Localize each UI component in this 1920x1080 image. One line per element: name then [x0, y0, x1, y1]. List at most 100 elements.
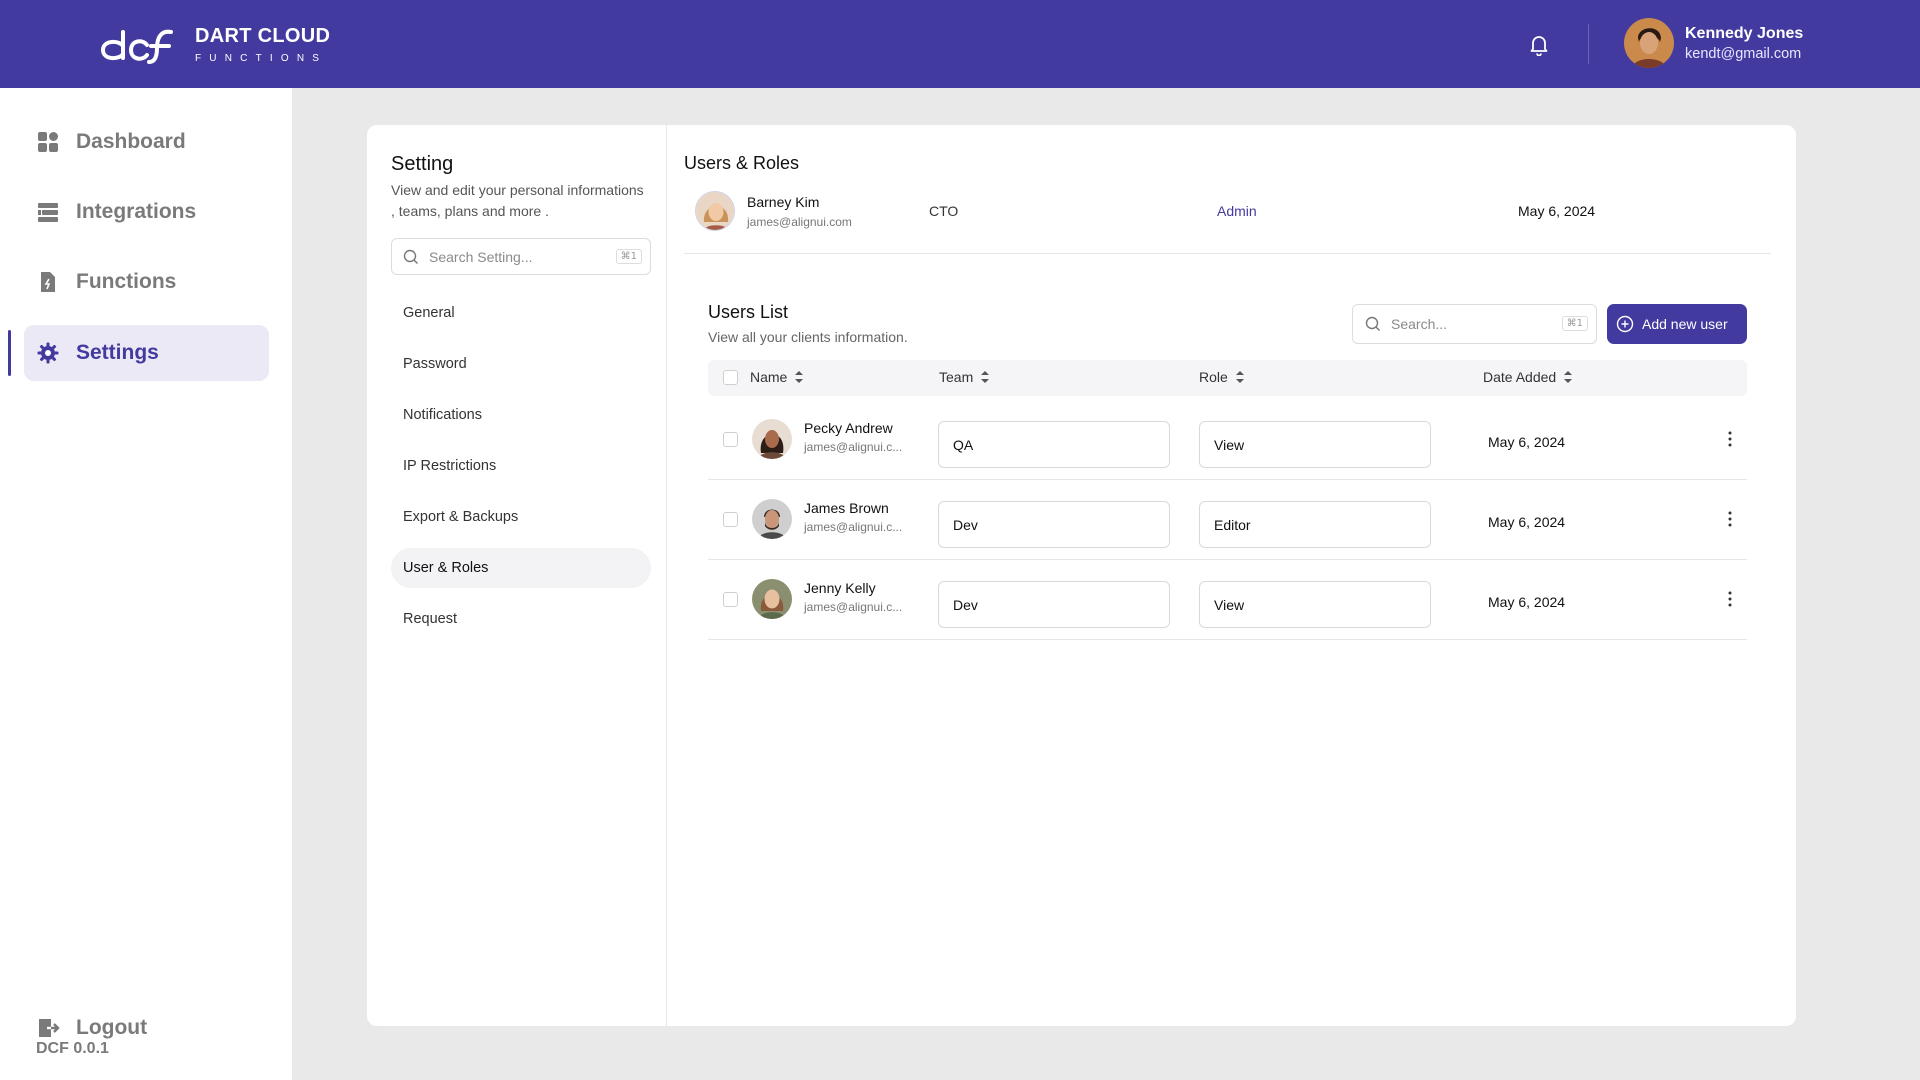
app-version: DCF 0.0.1	[36, 1040, 109, 1057]
row-checkbox[interactable]	[723, 432, 738, 447]
team-select[interactable]: Dev	[938, 501, 1170, 548]
users-search-input[interactable]	[1391, 316, 1551, 332]
sidebar-item-label: Settings	[76, 341, 159, 364]
row-checkbox[interactable]	[723, 592, 738, 607]
brand-subtitle: FUNCTIONS	[195, 52, 328, 64]
settings-menu-general[interactable]: General	[403, 305, 455, 321]
sort-icon	[795, 371, 804, 383]
column-header-label: Date Added	[1483, 369, 1557, 385]
date-added: May 6, 2024	[1488, 514, 1566, 530]
column-header-label: Team	[939, 369, 974, 385]
sidebar-item-label: Functions	[76, 270, 177, 293]
add-new-user-label: Add new user	[1642, 316, 1728, 332]
team-select[interactable]: Dev	[938, 581, 1170, 628]
sidebar-item-settings[interactable]: Settings	[24, 325, 269, 381]
user-email: james@alignui.c...	[804, 440, 903, 454]
team-select[interactable]: QA	[938, 421, 1170, 468]
brand-logo[interactable]: DART CLOUD FUNCTIONS	[99, 24, 330, 66]
role-select[interactable]: Editor	[1199, 501, 1431, 548]
avatar	[695, 191, 735, 231]
owner-date: May 6, 2024	[1518, 203, 1596, 219]
logout-label: Logout	[76, 1016, 148, 1039]
user-name: Kennedy Jones	[1685, 25, 1804, 42]
settings-card: Setting View and edit your personal info…	[367, 125, 1796, 1026]
sidebar-item-integrations[interactable]: Integrations	[24, 184, 269, 240]
settings-search-input[interactable]	[429, 248, 609, 265]
user-email: kendt@gmail.com	[1685, 46, 1802, 62]
select-all-checkbox[interactable]	[723, 370, 738, 385]
dashboard-icon	[38, 132, 58, 152]
table-row: Pecky Andrew james@alignui.c... QA View …	[708, 400, 1747, 480]
settings-menu-notifications[interactable]: Notifications	[403, 407, 482, 423]
active-nav-indicator	[8, 330, 11, 376]
owner-row: Barney Kim james@alignui.com CTO Admin M…	[684, 191, 1771, 254]
avatar	[752, 579, 792, 619]
plus-circle-icon	[1616, 315, 1634, 333]
sidebar-item-label: Dashboard	[76, 130, 186, 153]
integrations-icon	[38, 203, 58, 222]
avatar	[752, 419, 792, 459]
owner-email: james@alignui.com	[747, 215, 852, 229]
settings-search-box[interactable]: ⌘1	[391, 238, 651, 275]
add-new-user-button[interactable]: Add new user	[1607, 304, 1747, 344]
users-roles-title: Users & Roles	[684, 153, 800, 173]
column-header-label: Name	[750, 369, 788, 385]
table-row: Jenny Kelly james@alignui.c... Dev View …	[708, 560, 1747, 640]
role-select[interactable]: View	[1199, 421, 1431, 468]
sidebar: Dashboard Integrations Functions	[0, 88, 292, 1080]
user-name: Pecky Andrew	[804, 420, 893, 436]
role-select[interactable]: View	[1199, 581, 1431, 628]
sort-icon	[981, 371, 990, 383]
owner-name: Barney Kim	[747, 194, 820, 210]
top-header: DART CLOUD FUNCTIONS Kennedy Jones kendt…	[0, 0, 1920, 88]
settings-menu-user-roles[interactable]: User & Roles	[391, 548, 651, 588]
more-options-icon[interactable]	[1726, 509, 1734, 529]
settings-title: Setting	[391, 153, 454, 175]
settings-menu-ip-restrictions[interactable]: IP Restrictions	[403, 458, 497, 474]
column-header-name[interactable]: Name	[750, 369, 804, 385]
sidebar-item-dashboard[interactable]: Dashboard	[24, 114, 269, 170]
settings-menu-password[interactable]: Password	[403, 356, 467, 372]
column-header-team[interactable]: Team	[939, 369, 990, 385]
sort-icon	[1235, 371, 1244, 383]
user-email: james@alignui.c...	[804, 520, 903, 534]
date-added: May 6, 2024	[1488, 594, 1566, 610]
logout-icon	[39, 1019, 60, 1037]
owner-job-title: CTO	[929, 203, 959, 219]
users-search-box[interactable]: ⌘1	[1352, 304, 1597, 344]
users-roles-panel: Users & Roles Barney Kim james@alignui.c…	[667, 125, 1796, 1026]
settings-menu-request[interactable]: Request	[403, 611, 458, 627]
date-added: May 6, 2024	[1488, 434, 1566, 450]
dcf-logo-icon	[100, 29, 173, 64]
row-checkbox[interactable]	[723, 512, 738, 527]
avatar	[752, 499, 792, 539]
functions-icon	[41, 272, 55, 292]
settings-menu-export-backups[interactable]: Export & Backups	[403, 509, 519, 525]
column-header-date-added[interactable]: Date Added	[1483, 369, 1573, 385]
more-options-icon[interactable]	[1726, 429, 1734, 449]
sort-icon	[1564, 371, 1573, 383]
search-icon	[403, 249, 418, 264]
user-name: James Brown	[804, 500, 889, 516]
users-list-description: View all your clients information.	[708, 329, 908, 345]
settings-description: View and edit your personal informations…	[391, 182, 644, 219]
table-header: Name Team Role Date Added	[708, 360, 1747, 396]
header-divider	[1588, 24, 1589, 64]
column-header-role[interactable]: Role	[1199, 369, 1245, 385]
table-row: James Brown james@alignui.c... Dev Edito…	[708, 480, 1747, 560]
gear-icon	[37, 342, 59, 364]
logout-button[interactable]: Logout	[24, 1000, 224, 1056]
user-name: Jenny Kelly	[804, 580, 876, 596]
shortcut-hint: ⌘1	[1561, 316, 1588, 331]
search-icon	[1365, 316, 1380, 331]
sidebar-item-functions[interactable]: Functions	[24, 254, 269, 310]
user-avatar[interactable]	[1624, 18, 1674, 68]
brand-title: DART CLOUD	[195, 24, 331, 47]
user-email: james@alignui.c...	[804, 600, 903, 614]
bell-icon[interactable]	[1527, 32, 1551, 56]
owner-role-link[interactable]: Admin	[1217, 203, 1257, 219]
column-header-label: Role	[1199, 369, 1228, 385]
more-options-icon[interactable]	[1726, 589, 1734, 609]
shortcut-hint: ⌘1	[615, 249, 642, 264]
sidebar-item-label: Integrations	[76, 200, 197, 223]
